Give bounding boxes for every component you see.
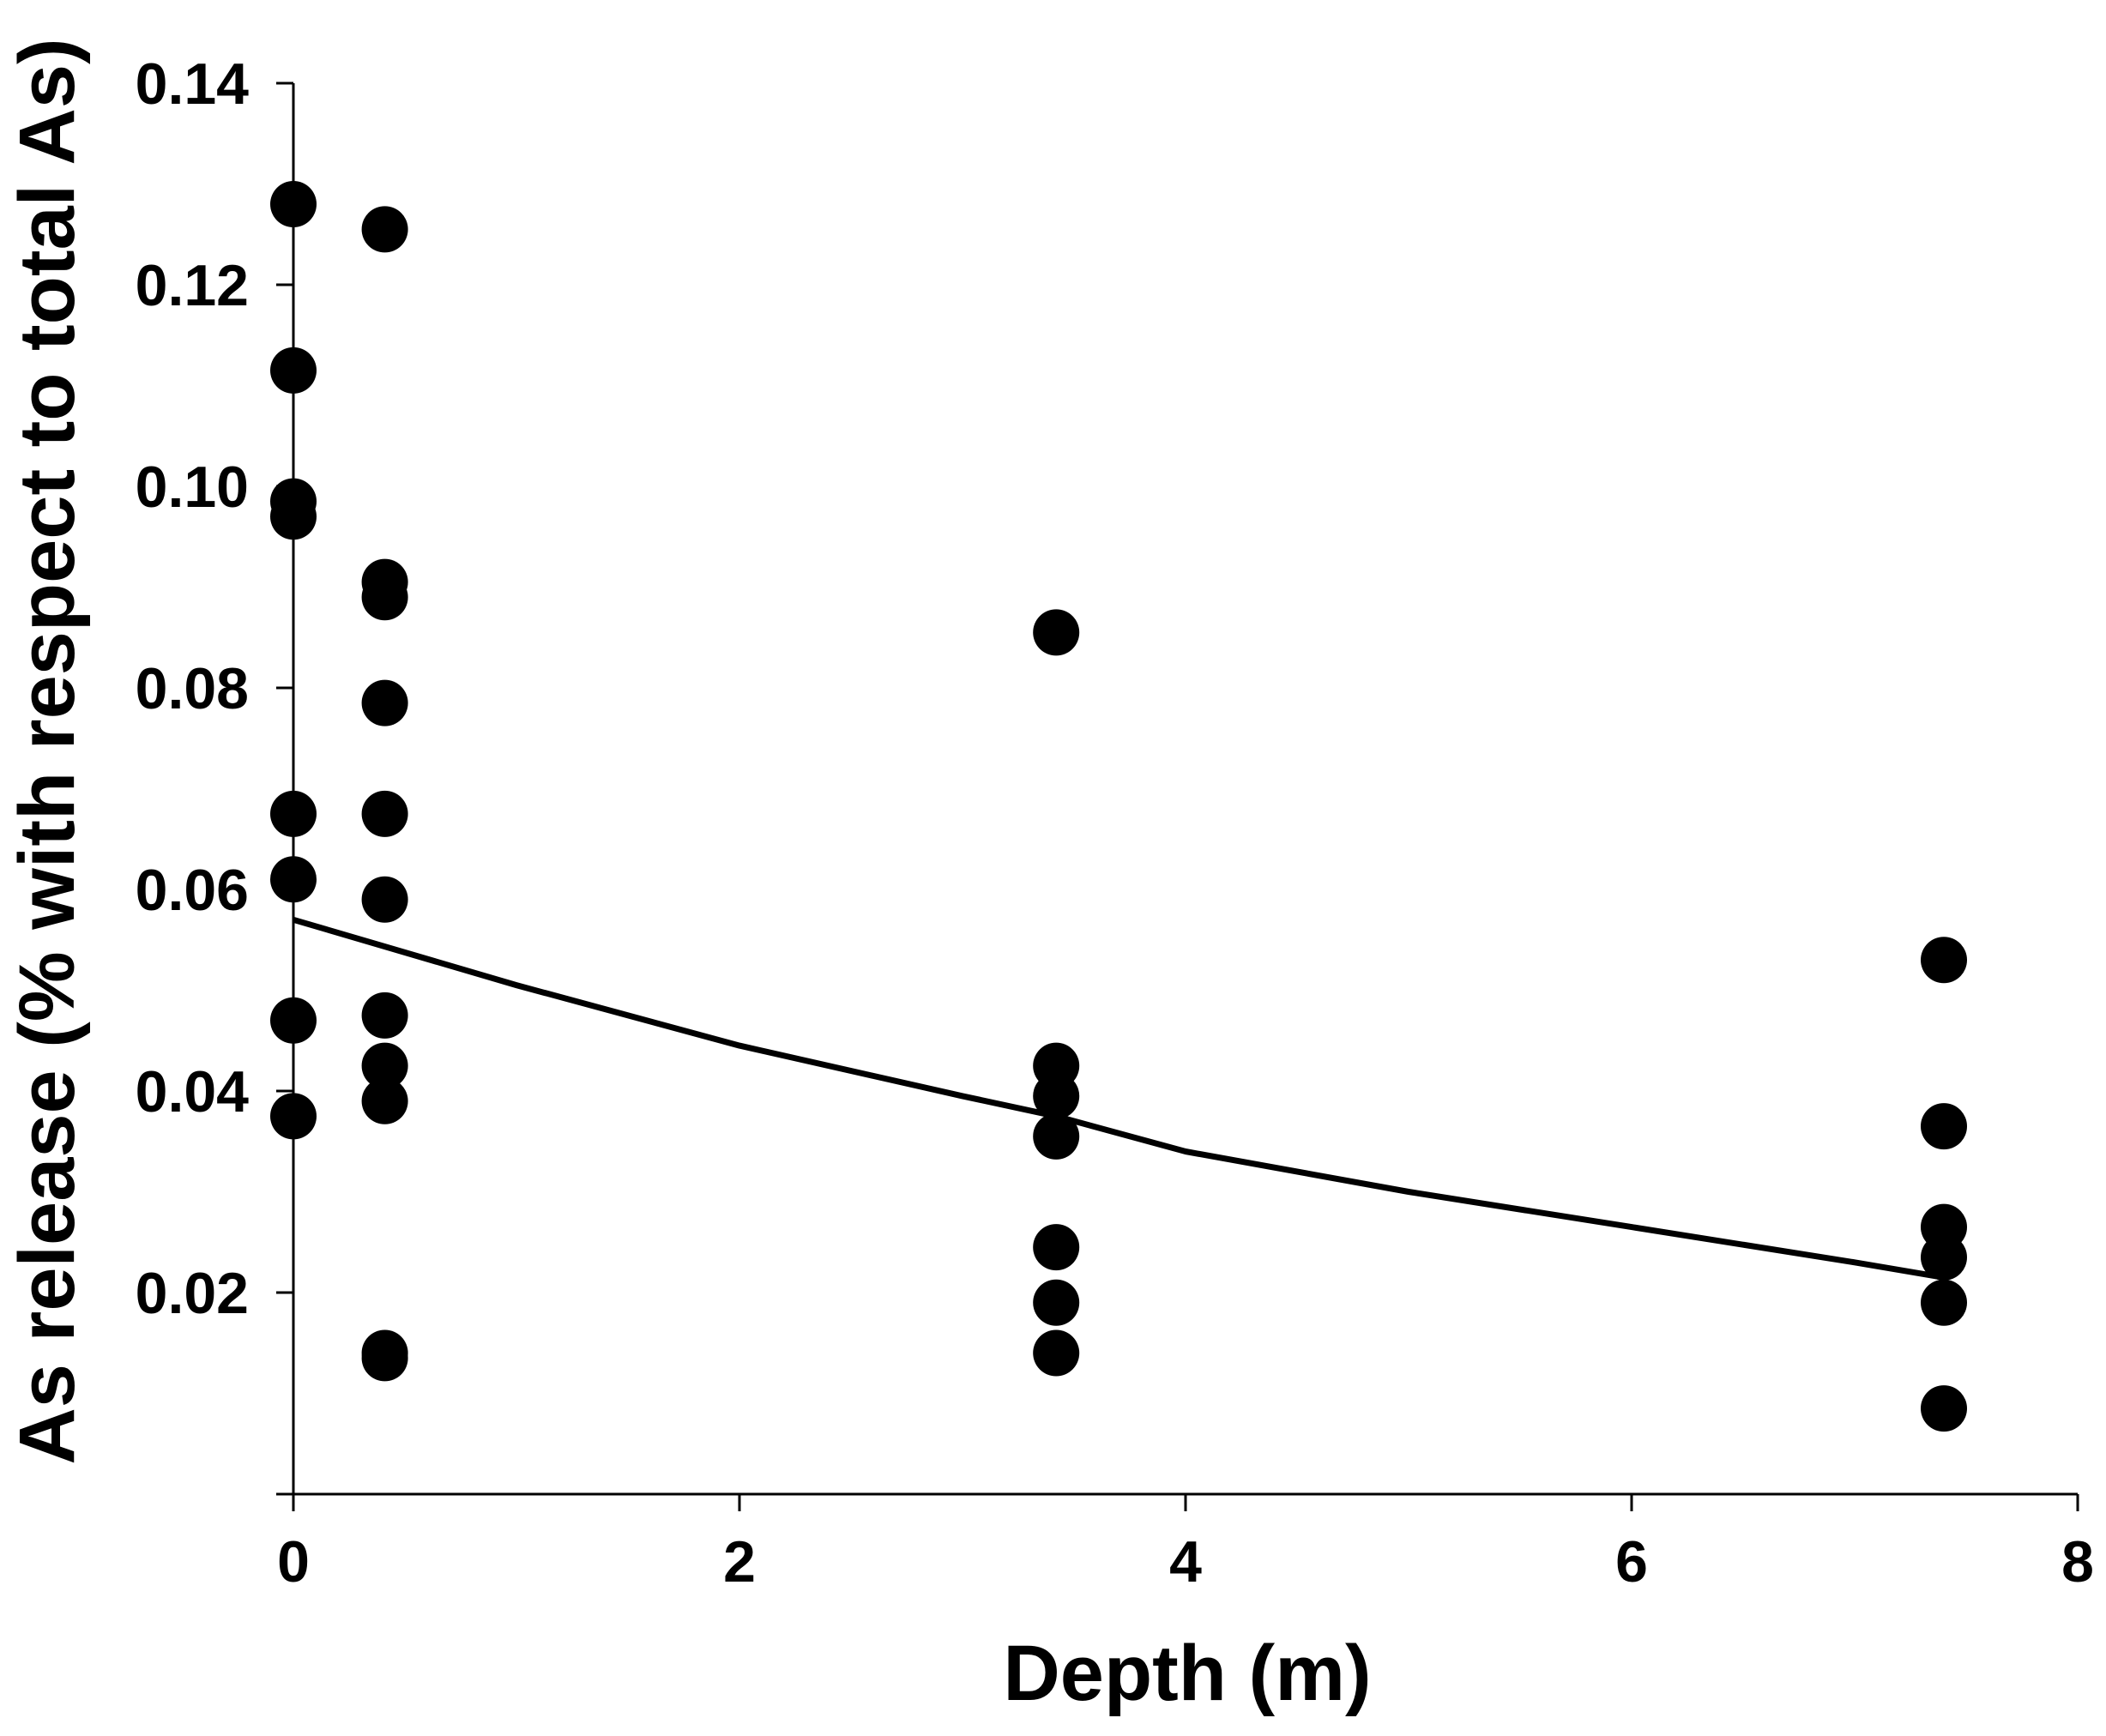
data-point (1033, 1329, 1080, 1377)
data-point (1033, 1072, 1080, 1119)
x-tick-label: 6 (1615, 1529, 1648, 1594)
data-point (361, 1077, 408, 1124)
x-tick-label: 8 (2061, 1529, 2094, 1594)
data-point (1921, 1103, 1967, 1150)
data-point (1033, 1112, 1080, 1160)
x-axis-ticks: 0 2 4 6 8 (277, 1494, 2094, 1594)
data-point (361, 790, 408, 837)
x-tick-label: 4 (1169, 1529, 1202, 1594)
y-tick-label: 0.12 (136, 253, 249, 318)
data-point (270, 790, 317, 837)
data-point (361, 679, 408, 726)
data-point (361, 574, 408, 621)
x-axis-title: Depth (m) (1003, 1630, 1371, 1717)
data-point (270, 347, 317, 394)
y-tick-label: 0.10 (136, 455, 249, 520)
data-point (361, 992, 408, 1039)
y-tick-label: 0.04 (136, 1059, 250, 1124)
data-point (1921, 1279, 1967, 1326)
x-tick-label: 0 (277, 1529, 310, 1594)
y-tick-label: 0.06 (136, 858, 249, 923)
trendline-group (293, 916, 1945, 1281)
data-point (361, 1335, 408, 1382)
y-axis-ticks: 0.02 0.04 0.06 0.08 0.10 0.12 0.14 (136, 51, 293, 1496)
data-point (1033, 609, 1080, 656)
data-point (270, 997, 317, 1044)
data-point (270, 1093, 317, 1140)
y-tick-label: 0.14 (136, 51, 250, 117)
data-points (270, 181, 1967, 1432)
data-point (270, 493, 317, 540)
data-point (1033, 1279, 1080, 1326)
data-point (270, 181, 317, 227)
data-point (361, 876, 408, 923)
trendline (293, 916, 1945, 1281)
x-tick-label: 2 (723, 1529, 756, 1594)
data-point (1033, 1224, 1080, 1271)
data-point (361, 206, 408, 253)
data-point (1921, 1385, 1967, 1432)
data-point (361, 1042, 408, 1089)
data-point (1921, 1233, 1967, 1281)
data-point (270, 856, 317, 903)
y-tick-label: 0.08 (136, 656, 249, 721)
data-point (1921, 937, 1967, 984)
y-tick-label: 0.02 (136, 1261, 249, 1326)
y-axis-title: As release (% with respect to total As) (3, 38, 91, 1464)
